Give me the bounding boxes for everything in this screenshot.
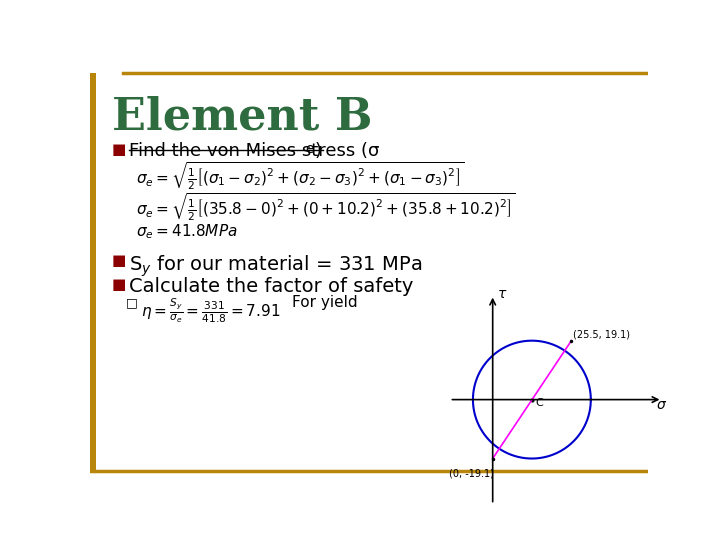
Text: ■: ■ (112, 142, 126, 157)
Text: ): ) (315, 142, 322, 160)
Text: For yield: For yield (292, 295, 358, 310)
Text: (0, -19.1): (0, -19.1) (449, 469, 495, 479)
Text: □: □ (126, 296, 138, 309)
Text: $\sigma_e = \sqrt{\frac{1}{2}\left[(\sigma_1-\sigma_2)^2+(\sigma_2-\sigma_3)^2+(: $\sigma_e = \sqrt{\frac{1}{2}\left[(\sig… (137, 161, 465, 192)
Text: C: C (535, 398, 543, 408)
Text: Calculate the factor of safety: Calculate the factor of safety (129, 276, 413, 295)
Text: $\tau$: $\tau$ (498, 287, 508, 301)
Text: $\sigma_e = 41.8 MPa$: $\sigma_e = 41.8 MPa$ (137, 222, 238, 241)
Text: ■: ■ (112, 276, 126, 292)
Text: $\sigma$: $\sigma$ (656, 398, 667, 412)
Text: $\eta = \frac{S_y}{\sigma_e} = \frac{331}{41.8} = 7.91$: $\eta = \frac{S_y}{\sigma_e} = \frac{331… (141, 296, 281, 325)
Text: (25.5, 19.1): (25.5, 19.1) (573, 330, 630, 340)
Text: ■: ■ (112, 253, 126, 268)
Bar (90, 72, 96, 471)
Text: Element B: Element B (112, 96, 372, 139)
Text: S$_y$ for our material = 331 MPa: S$_y$ for our material = 331 MPa (129, 253, 422, 279)
Text: Find the von Mises stress (σ: Find the von Mises stress (σ (129, 142, 379, 160)
Text: $\sigma_e = \sqrt{\frac{1}{2}\left[(35.8-0)^2+(0+10.2)^2+(35.8+10.2)^2\right]}$: $\sigma_e = \sqrt{\frac{1}{2}\left[(35.8… (137, 192, 516, 223)
Text: e: e (305, 142, 314, 156)
